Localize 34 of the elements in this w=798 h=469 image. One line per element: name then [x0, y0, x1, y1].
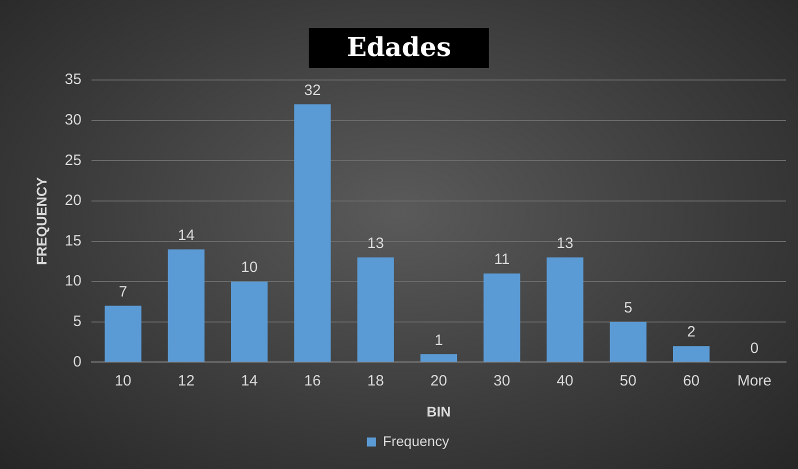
data-label: 11	[494, 251, 510, 268]
y-tick-label: 30	[64, 111, 82, 128]
y-tick-label: 20	[64, 192, 82, 210]
data-label: 7	[118, 283, 128, 300]
x-tick-label: 40	[556, 372, 574, 390]
x-tick-label: 20	[430, 372, 448, 390]
x-tick-label: 50	[620, 372, 636, 390]
y-axis-title: FREQUENCY	[33, 176, 50, 266]
y-tick-label: 5	[73, 313, 82, 330]
x-tick-label: 12	[178, 372, 195, 390]
data-label: 2	[687, 324, 696, 341]
x-axis-title: BIN	[426, 403, 451, 420]
x-tick-label: 14	[240, 372, 258, 390]
x-tick-label: 30	[494, 372, 510, 390]
data-label: 13	[367, 235, 384, 252]
y-tick-label: 25	[64, 152, 82, 169]
y-tick-label: 10	[64, 272, 82, 290]
y-tick-label: 35	[64, 71, 82, 88]
data-label: 14	[178, 226, 195, 244]
data-label: 0	[750, 340, 759, 357]
legend-label: Frequency	[382, 432, 450, 449]
data-label: 10	[240, 259, 258, 276]
x-tick-label: 60	[682, 372, 700, 390]
y-tick-label: 0	[73, 353, 82, 370]
y-tick-label: 15	[64, 232, 82, 250]
data-label: 13	[556, 235, 574, 252]
x-tick-label: 10	[114, 372, 132, 390]
data-label: 1	[434, 332, 443, 349]
x-tick-label: More	[737, 372, 772, 390]
data-label: 5	[624, 300, 632, 317]
data-label: 32	[304, 82, 321, 99]
x-tick-label: 16	[304, 372, 321, 390]
x-tick-label: 18	[367, 372, 384, 390]
chart-title: Edades	[308, 28, 490, 68]
